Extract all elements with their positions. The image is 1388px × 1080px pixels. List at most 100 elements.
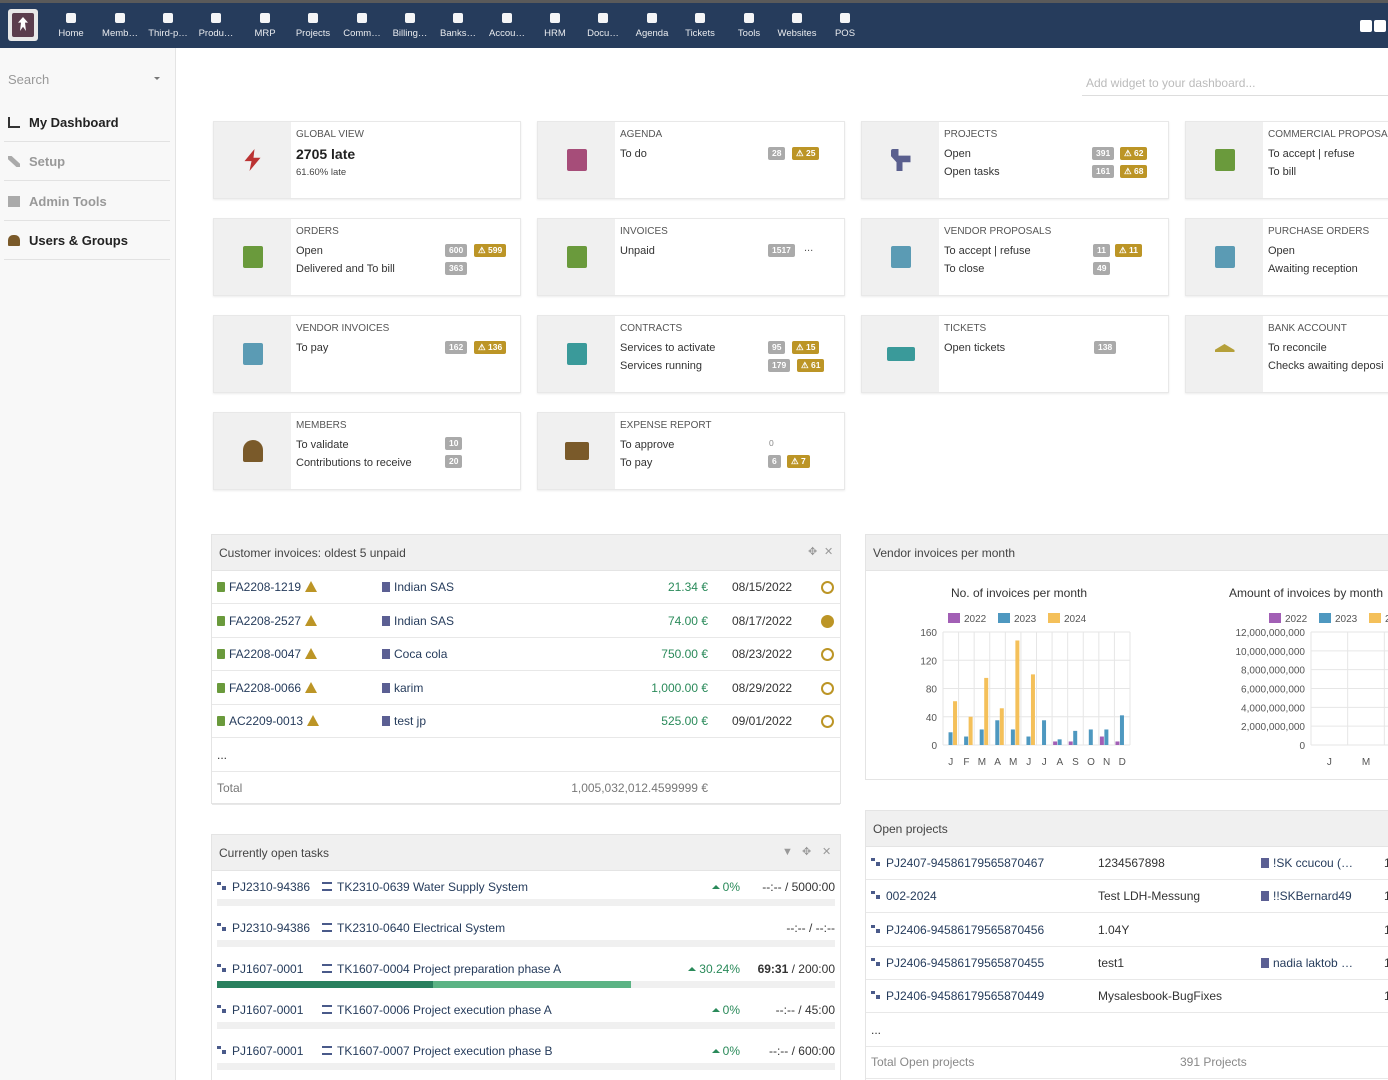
count-badge[interactable]: 11: [1093, 244, 1110, 257]
company-link[interactable]: Coca cola: [382, 647, 447, 661]
count-badge[interactable]: 179: [768, 359, 791, 372]
company-link[interactable]: Indian SAS: [382, 580, 454, 594]
sidebar-item-my-dashboard[interactable]: My Dashboard: [4, 104, 170, 142]
move-icon[interactable]: ✥: [808, 546, 818, 558]
box-line[interactable]: Awaiting reception: [1268, 263, 1358, 275]
menu-item-3[interactable]: Produ…: [193, 11, 239, 39]
late-count[interactable]: 2705 late: [296, 146, 356, 162]
count-badge[interactable]: 20: [445, 455, 463, 468]
invoice-ref-link[interactable]: AC2209-0013: [217, 714, 320, 728]
box-line[interactable]: Services to activate: [620, 342, 716, 354]
late-badge[interactable]: ⚠ 62: [1120, 147, 1148, 160]
menu-item-14[interactable]: Tools: [726, 11, 772, 39]
late-badge[interactable]: ⚠ 25: [792, 147, 820, 160]
box-line[interactable]: Contributions to receive: [296, 457, 412, 469]
count-badge[interactable]: 138: [1094, 341, 1117, 354]
close-icon[interactable]: ✕: [822, 846, 832, 858]
app-logo[interactable]: [8, 9, 38, 41]
box-line[interactable]: Open: [944, 148, 971, 160]
late-badge[interactable]: ⚠ 11: [1115, 244, 1142, 257]
count-badge[interactable]: 363: [445, 262, 468, 275]
box-expense-report[interactable]: EXPENSE REPORT To approve To pay 0 6 ⚠ 7: [537, 412, 845, 490]
menu-item-0[interactable]: Home: [48, 11, 94, 57]
late-badge[interactable]: ⚠ 15: [792, 341, 820, 354]
box-line[interactable]: Unpaid: [620, 245, 655, 257]
box-vendor-invoices[interactable]: VENDOR INVOICES To pay 162 ⚠ 136: [213, 315, 521, 393]
menu-item-11[interactable]: Docu…: [580, 11, 626, 39]
menu-item-4[interactable]: MRP: [242, 11, 288, 39]
box-line[interactable]: To pay: [296, 342, 329, 354]
invoice-ref-link[interactable]: FA2208-1219: [217, 580, 318, 594]
filter-icon[interactable]: ▼: [782, 846, 793, 858]
late-badge[interactable]: ⚠ 599: [474, 244, 507, 257]
count-badge[interactable]: 95: [768, 341, 786, 354]
menu-item-13[interactable]: Tickets: [677, 11, 723, 39]
box-line[interactable]: Open: [296, 245, 323, 257]
count-badge[interactable]: 10: [445, 437, 463, 450]
project-ref-link[interactable]: PJ1607-0001: [217, 962, 303, 976]
count-badge[interactable]: 391: [1092, 147, 1115, 160]
box-line[interactable]: To accept | refuse: [1268, 148, 1355, 160]
invoice-ref-link[interactable]: FA2208-2527: [217, 614, 318, 628]
add-widget-select[interactable]: Add widget to your dashboard...: [1082, 72, 1388, 96]
count-badge[interactable]: 6: [768, 455, 781, 468]
project-ref-link[interactable]: PJ2406-94586179565870449: [871, 989, 1044, 1003]
late-badge[interactable]: ⚠ 7: [787, 455, 810, 468]
project-ref-link[interactable]: PJ2310-94386: [217, 921, 310, 935]
box-global-view[interactable]: GLOBAL VIEW 2705 late 61.60% late: [213, 121, 521, 199]
company-link[interactable]: !!SKBernard49: [1261, 889, 1352, 903]
box-line[interactable]: To bill: [1268, 166, 1297, 178]
count-badge[interactable]: 162: [445, 341, 468, 354]
late-badge[interactable]: ⚠ 68: [1120, 165, 1148, 178]
move-icon[interactable]: ✥: [802, 846, 812, 858]
menu-item-9[interactable]: Accou…: [484, 11, 530, 39]
box-line[interactable]: To approve: [620, 439, 675, 451]
box-line[interactable]: To pay: [620, 457, 653, 469]
box-invoices[interactable]: INVOICES Unpaid 1517 ...: [537, 218, 845, 296]
project-ref-link[interactable]: 002-2024: [871, 889, 937, 903]
project-ref-link[interactable]: PJ2406-94586179565870455: [871, 956, 1044, 970]
box-purchase-orders[interactable]: PURCHASE ORDERS Open Awaiting reception: [1185, 218, 1388, 296]
count-badge[interactable]: 161: [1092, 165, 1115, 178]
project-ref-link[interactable]: PJ2406-94586179565870456: [871, 923, 1044, 937]
project-ref-link[interactable]: PJ2310-94386: [217, 880, 310, 894]
box-line[interactable]: Checks awaiting deposi: [1268, 360, 1384, 372]
close-icon[interactable]: ✕: [824, 546, 834, 558]
menu-item-2[interactable]: Third-p…: [145, 11, 191, 39]
box-orders[interactable]: ORDERS Open Delivered and To bill 600 ⚠ …: [213, 218, 521, 296]
count-badge[interactable]: 49: [1093, 262, 1111, 275]
menu-item-7[interactable]: Billing…: [387, 11, 433, 39]
sidebar-item-users-groups[interactable]: Users & Groups: [4, 222, 170, 260]
menu-item-8[interactable]: Banks…: [435, 11, 481, 39]
menu-item-10[interactable]: HRM: [532, 11, 578, 39]
search-select[interactable]: Search: [8, 72, 160, 87]
task-link[interactable]: TK1607-0006 Project execution phase A: [322, 1003, 552, 1017]
box-line[interactable]: To reconcile: [1268, 342, 1327, 354]
menu-item-5[interactable]: Projects: [290, 11, 336, 39]
task-link[interactable]: TK1607-0004 Project preparation phase A: [322, 962, 561, 976]
task-link[interactable]: TK1607-0007 Project execution phase B: [322, 1044, 552, 1058]
box-line[interactable]: Open tasks: [944, 166, 1000, 178]
box-line[interactable]: To validate: [296, 439, 349, 451]
company-link[interactable]: test jp: [382, 714, 426, 728]
count-badge[interactable]: 1517: [768, 244, 795, 257]
menu-item-12[interactable]: Agenda: [629, 11, 675, 39]
box-projects[interactable]: PROJECTS Open Open tasks 391 ⚠ 62 161 ⚠ …: [861, 121, 1169, 199]
task-link[interactable]: TK2310-0639 Water Supply System: [322, 880, 528, 894]
box-contracts[interactable]: CONTRACTS Services to activate Services …: [537, 315, 845, 393]
box-line[interactable]: Delivered and To bill: [296, 263, 395, 275]
late-badge[interactable]: ⚠ 61: [797, 359, 825, 372]
box-vendor-proposals[interactable]: VENDOR PROPOSALS To accept | refuse To c…: [861, 218, 1169, 296]
box-line[interactable]: To close: [944, 263, 985, 275]
company-link[interactable]: !SK ccucou (…: [1261, 856, 1353, 870]
menu-item-16[interactable]: POS: [822, 11, 868, 39]
box-tickets[interactable]: TICKETS Open tickets 138: [861, 315, 1169, 393]
box-line[interactable]: To accept | refuse: [944, 245, 1031, 257]
box-line[interactable]: Services running: [620, 360, 702, 372]
count-badge[interactable]: 28: [768, 147, 786, 160]
invoice-ref-link[interactable]: FA2208-0066: [217, 681, 318, 695]
project-ref-link[interactable]: PJ1607-0001: [217, 1044, 303, 1058]
box-agenda[interactable]: AGENDA To do 28 ⚠ 25: [537, 121, 845, 199]
box-commercial-proposals[interactable]: COMMERCIAL PROPOSA To accept | refuse To…: [1185, 121, 1388, 199]
count-badge[interactable]: 600: [445, 244, 468, 257]
